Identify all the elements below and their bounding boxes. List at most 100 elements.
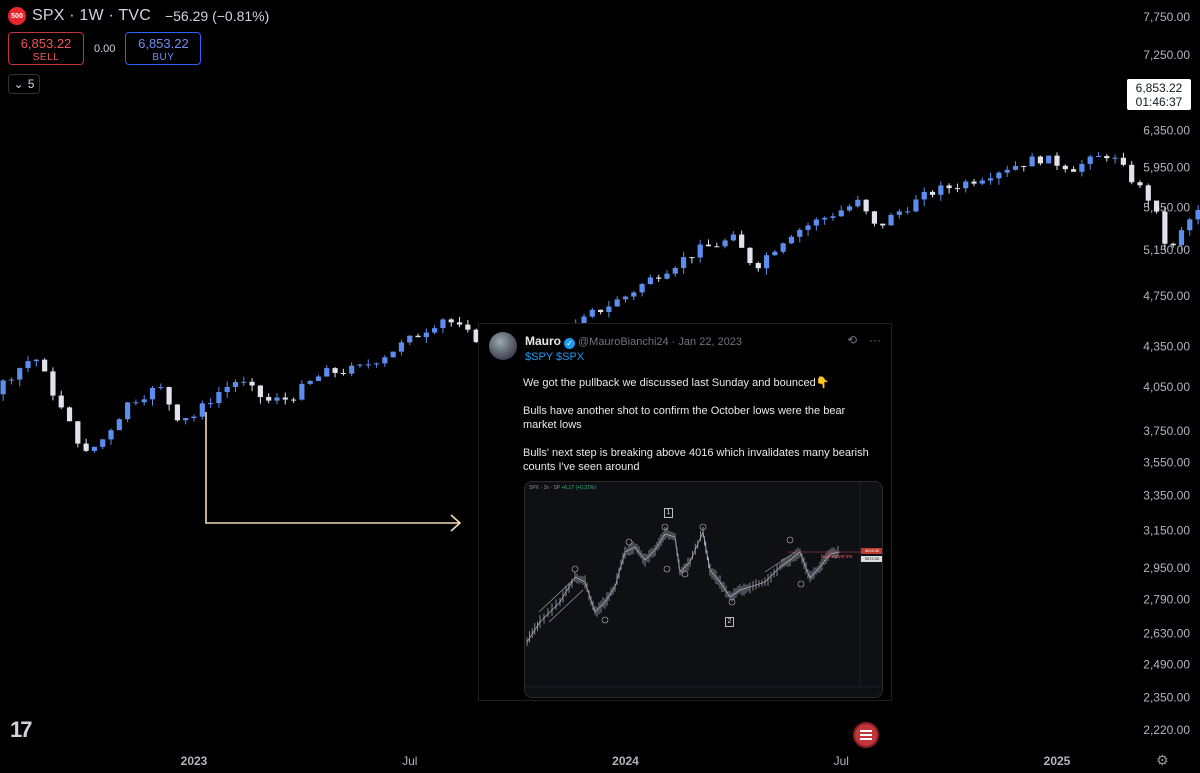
- x-axis-tick-label: Jul: [834, 754, 849, 768]
- tweet-chart-image[interactable]: SPX · 1h · SP +6.17 (+0.21%) 1 2 bear co…: [524, 481, 883, 698]
- candle-body: [1012, 165, 1019, 170]
- mini-chart-header: SPX · 1h · SP +6.17 (+0.21%): [529, 485, 596, 491]
- candle-body: [116, 419, 122, 431]
- candle-body: [50, 371, 56, 396]
- sell-button[interactable]: 6,853.22 SELL: [8, 32, 84, 65]
- mini-channel-line: [764, 551, 796, 573]
- candle-body: [714, 246, 720, 248]
- candle-body: [1104, 156, 1110, 159]
- candle-body: [755, 263, 761, 269]
- y-axis-tick-label: 4,050.00: [1143, 380, 1190, 394]
- x-axis-tick-label: 2025: [1044, 754, 1071, 768]
- verified-badge-icon: ✓: [564, 338, 575, 349]
- y-axis-tick-label: 2,350.00: [1143, 691, 1190, 705]
- candle-body: [274, 397, 280, 401]
- x-axis-tick-label: 2024: [612, 754, 639, 768]
- y-axis-tick-label: 2,950.00: [1143, 561, 1190, 575]
- last-price: 6,853.22: [1135, 81, 1183, 95]
- us-flag-icon[interactable]: [853, 722, 879, 748]
- candle-body: [266, 397, 272, 401]
- mini-price-label: 3972.00: [861, 556, 882, 562]
- candle-body: [307, 380, 313, 384]
- candle-body: [822, 217, 828, 220]
- candle-body: [100, 439, 106, 447]
- candle-body: [149, 387, 156, 400]
- candle-body: [896, 211, 902, 215]
- indicators-collapse-button[interactable]: ⌄ 5: [8, 74, 40, 94]
- tweet-header: Mauro ✓ @MauroBianchi24 · Jan 22, 2023 $SP…: [489, 332, 742, 363]
- spx-logo-icon: 500: [8, 7, 26, 25]
- candle-body: [1004, 169, 1010, 173]
- candle-body: [1195, 209, 1200, 220]
- candle-body: [664, 273, 670, 279]
- more-icon[interactable]: ···: [869, 333, 881, 347]
- tweet-card[interactable]: Mauro ✓ @MauroBianchi24 · Jan 22, 2023 $SP…: [478, 323, 892, 701]
- candle-body: [465, 324, 471, 330]
- candle-body: [988, 178, 994, 181]
- tweet-paragraph: Bulls' next step is breaking above 4016 …: [523, 447, 869, 473]
- candle-body: [780, 243, 786, 252]
- candle-body: [705, 244, 712, 247]
- candle-body: [639, 284, 645, 293]
- candle-body: [589, 309, 595, 317]
- candle-body: [838, 210, 844, 217]
- candle-body: [191, 416, 197, 419]
- candle-body: [797, 229, 803, 237]
- candle-body: [199, 403, 205, 417]
- candle-body: [1062, 165, 1068, 170]
- y-axis-tick-label: 3,150.00: [1143, 523, 1190, 537]
- candle-body: [1187, 219, 1193, 231]
- candle-body: [456, 322, 463, 325]
- symbol-header[interactable]: 500 SPX · 1W · TVC −56.29 (−0.81%): [8, 7, 269, 25]
- candle-body: [349, 365, 355, 374]
- candle-body: [763, 255, 770, 269]
- buy-button[interactable]: 6,853.22 BUY: [125, 32, 202, 65]
- candle-body: [863, 199, 869, 212]
- candle-body: [730, 234, 736, 241]
- y-axis-tick-label: 6,350.00: [1143, 124, 1190, 138]
- candle-body: [133, 402, 139, 404]
- wave-marker: [728, 598, 736, 606]
- candle-body: [373, 363, 380, 365]
- y-axis-tick-label: 3,550.00: [1143, 455, 1190, 469]
- tweet-handle-date[interactable]: @MauroBianchi24 · Jan 22, 2023: [578, 336, 743, 348]
- candle-body: [979, 180, 985, 184]
- gear-icon[interactable]: ⚙: [1156, 752, 1169, 768]
- tweet-author-name[interactable]: Mauro: [525, 334, 561, 348]
- candle-body: [855, 199, 861, 207]
- candle-body: [805, 225, 811, 230]
- grok-icon[interactable]: ⟲: [846, 333, 857, 347]
- candle-body: [647, 277, 653, 285]
- y-axis-tick-label: 5,150.00: [1143, 243, 1190, 257]
- tradingview-logo-icon[interactable]: 17: [10, 717, 33, 742]
- candle-body: [606, 306, 612, 312]
- candle-body: [241, 381, 247, 383]
- candle-body: [324, 368, 330, 377]
- candle-body: [83, 443, 89, 451]
- candle-body: [971, 181, 977, 184]
- candle-body: [174, 404, 181, 421]
- y-axis-tick-label: 3,350.00: [1143, 488, 1190, 502]
- y-axis-tick-label: 2,490.00: [1143, 658, 1190, 672]
- candle-body: [299, 383, 305, 400]
- candle-body: [954, 188, 961, 190]
- symbol-title: SPX · 1W · TVC: [32, 7, 151, 24]
- wave-marker: [786, 536, 794, 544]
- wave-2-label: 2: [725, 617, 734, 627]
- y-axis-tick-label: 4,350.00: [1143, 339, 1190, 353]
- y-axis-tick-label: 7,250.00: [1143, 48, 1190, 62]
- tweet-cashtags[interactable]: $SPY $SPX: [525, 351, 585, 363]
- candle-body: [871, 211, 878, 224]
- sell-label: SELL: [32, 52, 60, 63]
- candle-body: [672, 267, 678, 274]
- avatar[interactable]: [489, 332, 517, 360]
- wave-marker: [797, 580, 805, 588]
- candle-body: [357, 364, 363, 366]
- y-axis-tick-label: 7,750.00: [1143, 10, 1190, 24]
- candle-body: [1178, 230, 1185, 246]
- y-axis-tick-label: 2,630.00: [1143, 626, 1190, 640]
- candle-body: [108, 430, 114, 440]
- candle-body: [332, 368, 338, 373]
- candle-body: [257, 385, 263, 398]
